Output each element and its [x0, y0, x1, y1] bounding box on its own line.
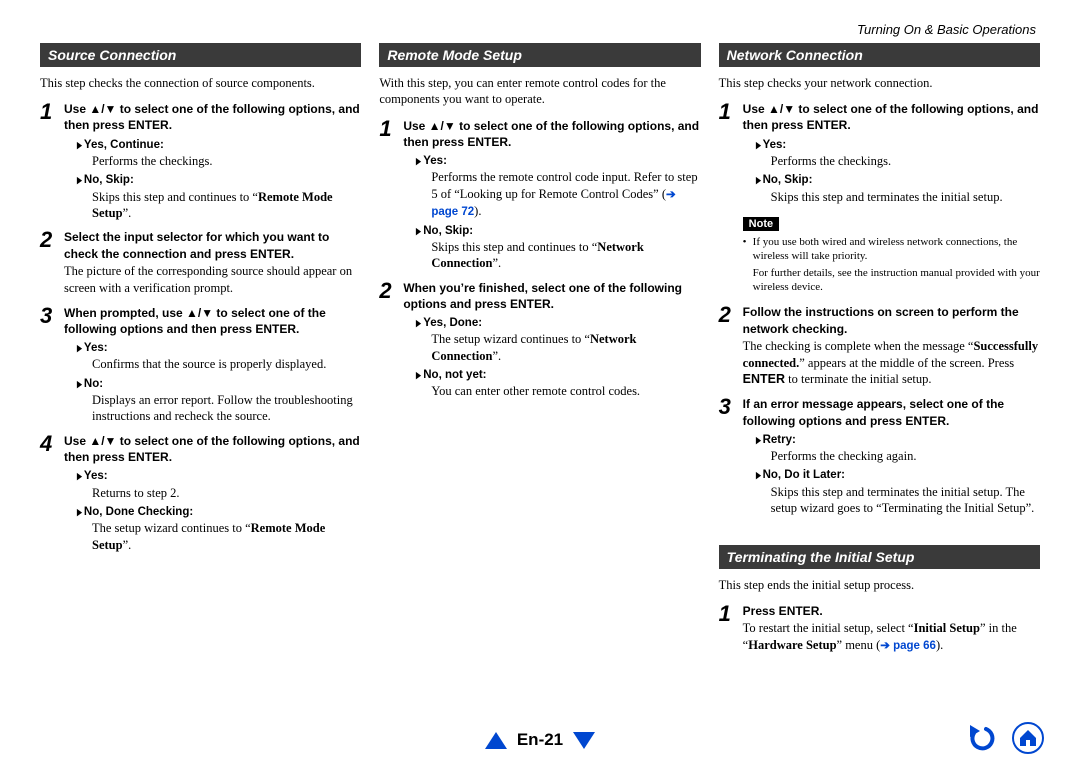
option-desc: Skips this step and continues to “Remote… [92, 189, 361, 222]
col-remote-mode: Remote Mode Setup With this step, you ca… [379, 43, 700, 662]
option-label: No [76, 378, 99, 390]
prev-page-icon[interactable] [485, 732, 507, 749]
step-head: Press ENTER. [743, 603, 1040, 619]
step-2: 2 When you’re finished, select one of th… [379, 280, 700, 400]
option-desc: You can enter other remote control codes… [431, 383, 700, 399]
step-desc: To restart the initial setup, select “In… [743, 620, 1040, 654]
option-desc: Skips this step and continues to “Networ… [431, 239, 700, 272]
step-number: 3 [719, 396, 735, 516]
step-head: Follow the instructions on screen to per… [743, 304, 1040, 336]
step-number: 1 [379, 118, 395, 272]
page-link[interactable]: ➔ page 66 [880, 640, 936, 652]
step-head: Select the input selector for which you … [64, 229, 361, 261]
section-header-source: Source Connection [40, 43, 361, 67]
step-desc: The checking is complete when the messag… [743, 338, 1040, 389]
option-label: Yes [76, 470, 104, 482]
section-header-remote: Remote Mode Setup [379, 43, 700, 67]
step-number: 2 [719, 304, 735, 388]
option-label: Retry [755, 434, 792, 446]
content-columns: Source Connection This step checks the c… [40, 43, 1040, 662]
option-label: Yes, Done [415, 317, 478, 329]
section-header-network: Network Connection [719, 43, 1040, 67]
step-3: 3 If an error message appears, select on… [719, 396, 1040, 516]
step-2: 2 Follow the instructions on screen to p… [719, 304, 1040, 388]
option-label: Yes [76, 342, 104, 354]
page-number: En-21 [517, 730, 563, 750]
option-label: No, Skip [755, 174, 809, 186]
note-text: If you use both wired and wireless netwo… [753, 235, 1040, 264]
step-1: 1 Use ▲/▼ to select one of the following… [379, 118, 700, 272]
footer-pager: En-21 [0, 730, 1080, 750]
note-list: •If you use both wired and wireless netw… [743, 235, 1040, 294]
section-header-terminating: Terminating the Initial Setup [719, 545, 1040, 569]
option-desc: Returns to step 2. [92, 485, 361, 501]
step-head: If an error message appears, select one … [743, 396, 1040, 428]
step-head: Use ▲/▼ to select one of the following o… [403, 118, 700, 150]
step-number: 4 [40, 433, 56, 553]
home-icon[interactable] [1012, 722, 1044, 754]
option-label: Yes [755, 139, 783, 151]
intro-text: This step checks your network connection… [719, 75, 1040, 91]
step-head: When prompted, use ▲/▼ to select one of … [64, 305, 361, 337]
option-label: Yes [415, 155, 443, 167]
option-desc: Skips this step and terminates the initi… [771, 189, 1040, 205]
option-desc: Performs the remote control code input. … [431, 169, 700, 219]
step-3: 3 When prompted, use ▲/▼ to select one o… [40, 305, 361, 425]
step-head: When you’re finished, select one of the … [403, 280, 700, 312]
page-header: Turning On & Basic Operations [40, 22, 1040, 37]
step-desc: The picture of the corresponding source … [64, 263, 361, 297]
option-desc: The setup wizard continues to “Remote Mo… [92, 520, 361, 553]
option-label: No, Skip [415, 225, 469, 237]
step-number: 2 [379, 280, 395, 400]
step-head: Use ▲/▼ to select one of the following o… [743, 101, 1040, 133]
option-desc: Skips this step and terminates the initi… [771, 484, 1040, 517]
step-4: 4 Use ▲/▼ to select one of the following… [40, 433, 361, 553]
intro-text: This step ends the initial setup process… [719, 577, 1040, 593]
intro-text: With this step, you can enter remote con… [379, 75, 700, 108]
option-label: Yes, Continue [76, 139, 160, 151]
step-number: 3 [40, 305, 56, 425]
next-page-icon[interactable] [573, 732, 595, 749]
step-1: 1 Use ▲/▼ to select one of the following… [40, 101, 361, 221]
step-number: 1 [719, 101, 735, 205]
step-2: 2 Select the input selector for which yo… [40, 229, 361, 296]
step-number: 2 [40, 229, 56, 296]
option-desc: Performs the checkings. [92, 153, 361, 169]
step-head: Use ▲/▼ to select one of the following o… [64, 433, 361, 465]
step-1: 1 Use ▲/▼ to select one of the following… [719, 101, 1040, 205]
note-badge: Note [743, 217, 779, 231]
col-network: Network Connection This step checks your… [719, 43, 1040, 662]
step-number: 1 [40, 101, 56, 221]
option-label: No, Done Checking [76, 506, 189, 518]
intro-text: This step checks the connection of sourc… [40, 75, 361, 91]
option-desc: Performs the checkings. [771, 153, 1040, 169]
option-label: No, Skip [76, 174, 130, 186]
step-t1: 1 Press ENTER. To restart the initial se… [719, 603, 1040, 655]
step-number: 1 [719, 603, 735, 655]
option-desc: The setup wizard continues to “Network C… [431, 331, 700, 364]
option-desc: Displays an error report. Follow the tro… [92, 392, 361, 425]
option-desc: Performs the checking again. [771, 448, 1040, 464]
col-source-connection: Source Connection This step checks the c… [40, 43, 361, 662]
step-head: Use ▲/▼ to select one of the following o… [64, 101, 361, 133]
option-label: No, Do it Later [755, 469, 842, 481]
return-icon[interactable] [966, 723, 998, 753]
option-label: No, not yet [415, 369, 482, 381]
option-desc: Confirms that the source is properly dis… [92, 356, 361, 372]
note-sub: For further details, see the instruction… [753, 266, 1040, 295]
